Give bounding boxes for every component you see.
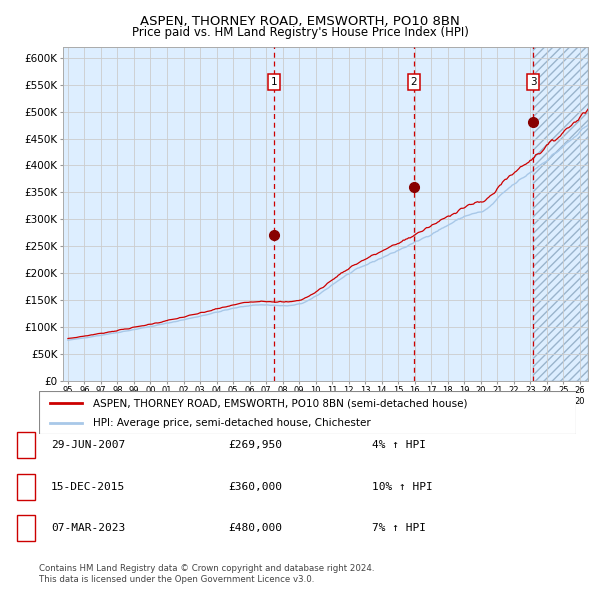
Text: This data is licensed under the Open Government Licence v3.0.: This data is licensed under the Open Gov… bbox=[39, 575, 314, 584]
Text: 7% ↑ HPI: 7% ↑ HPI bbox=[372, 523, 426, 533]
Text: 15-DEC-2015: 15-DEC-2015 bbox=[51, 482, 125, 491]
Text: £360,000: £360,000 bbox=[228, 482, 282, 491]
Text: 4% ↑ HPI: 4% ↑ HPI bbox=[372, 441, 426, 450]
Text: ASPEN, THORNEY ROAD, EMSWORTH, PO10 8BN: ASPEN, THORNEY ROAD, EMSWORTH, PO10 8BN bbox=[140, 15, 460, 28]
FancyBboxPatch shape bbox=[39, 391, 576, 434]
Text: 2: 2 bbox=[410, 77, 418, 87]
Text: 2: 2 bbox=[22, 482, 29, 491]
Text: HPI: Average price, semi-detached house, Chichester: HPI: Average price, semi-detached house,… bbox=[93, 418, 370, 428]
Text: 3: 3 bbox=[530, 77, 536, 87]
Text: 07-MAR-2023: 07-MAR-2023 bbox=[51, 523, 125, 533]
Text: 29-JUN-2007: 29-JUN-2007 bbox=[51, 441, 125, 450]
Text: 10% ↑ HPI: 10% ↑ HPI bbox=[372, 482, 433, 491]
Text: Contains HM Land Registry data © Crown copyright and database right 2024.: Contains HM Land Registry data © Crown c… bbox=[39, 565, 374, 573]
Text: £269,950: £269,950 bbox=[228, 441, 282, 450]
Text: 1: 1 bbox=[271, 77, 277, 87]
Text: £480,000: £480,000 bbox=[228, 523, 282, 533]
Text: 3: 3 bbox=[22, 523, 29, 533]
Text: 1: 1 bbox=[22, 441, 29, 450]
Text: ASPEN, THORNEY ROAD, EMSWORTH, PO10 8BN (semi-detached house): ASPEN, THORNEY ROAD, EMSWORTH, PO10 8BN … bbox=[93, 398, 467, 408]
Bar bbox=[533, 47, 588, 381]
Text: Price paid vs. HM Land Registry's House Price Index (HPI): Price paid vs. HM Land Registry's House … bbox=[131, 26, 469, 39]
